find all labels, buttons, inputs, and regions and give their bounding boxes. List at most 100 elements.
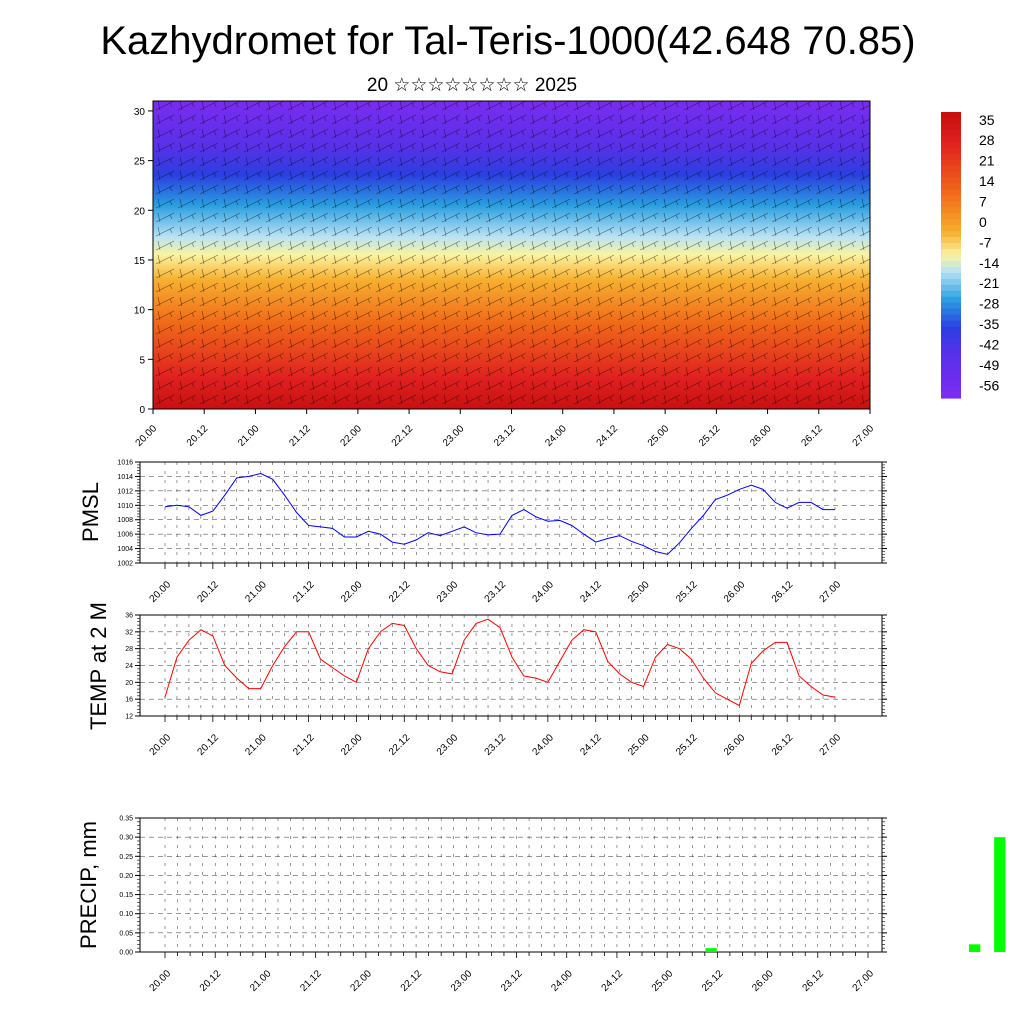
colorbar-cell (941, 219, 961, 226)
colorbar-cell (941, 117, 961, 125)
colorbar-tick-label: -21 (979, 275, 999, 291)
colorbar-cell (941, 278, 961, 286)
colorbar-cell (941, 237, 961, 244)
precip-x-tick-label: 26.00 (750, 968, 776, 994)
colorbar-cell (941, 284, 961, 292)
colorbar-cell (941, 374, 961, 381)
colorbar-cell (941, 290, 961, 298)
colorbar-cell (941, 368, 961, 375)
precip-x-tick-label: 20.00 (148, 968, 174, 994)
cross-section-panel: 0 5 10 15 20 25 30 20.00 20.12 21.00 21.12 22.00 22… (134, 100, 876, 449)
temp-x-tick-label: 20.12 (196, 732, 222, 758)
wind-barbs-overlay (153, 101, 870, 409)
colorbar-cell (941, 296, 961, 304)
precip-y-tick-label: 0.35 (119, 816, 133, 823)
colorbar-cell (941, 225, 961, 232)
precip-x-axis: 20.00 20.12 21.00 21.12 22.00 22.12 23.00 23.12… (148, 968, 877, 994)
colorbar-cell (941, 362, 961, 369)
pmsl-frame (139, 461, 883, 564)
colorbar-cell (941, 320, 961, 328)
colorbar-cell (941, 332, 961, 340)
pmsl-grid (140, 461, 882, 569)
pmsl-x-tick-label: 27.00 (818, 579, 844, 605)
colorbar-tick-label: 7 (979, 193, 987, 209)
page-subtitle: 20 ☆☆☆☆☆☆☆☆ 2025 (367, 75, 577, 96)
colorbar-cell (941, 123, 961, 131)
temp-x-tick-label: 21.00 (243, 732, 269, 758)
pmsl-y-tick-label: 1010 (117, 503, 133, 510)
precip-x-tick-label: 24.00 (549, 968, 575, 994)
precip-x-tick-label: 23.12 (499, 968, 525, 994)
colorbar-cell (941, 153, 961, 161)
precip-x-tick-label: 26.12 (800, 968, 826, 994)
precip-x-tick-label: 24.12 (600, 968, 626, 994)
temp-x-tick-label: 25.12 (674, 732, 700, 758)
pmsl-x-tick-label: 24.12 (578, 579, 604, 605)
colorbar-cell (941, 171, 961, 179)
cross-section-x-tick-label: 20.00 (134, 423, 160, 449)
pmsl-y-axis: 1002 1004 1006 1008 1010 1012 1014 1016 (117, 460, 887, 568)
colorbar-cell (941, 231, 961, 238)
pmsl-x-axis: 20.00 20.12 21.00 21.12 22.00 22.12 23.00 23.12… (148, 579, 844, 605)
temp-x-tick-label: 20.00 (148, 732, 174, 758)
cross-section-x-tick-label: 22.12 (390, 423, 416, 449)
cross-section-y-tick-label: 10 (134, 306, 146, 317)
precip-x-tick-label: 21.00 (248, 968, 274, 994)
pmsl-x-tick-label: 21.00 (243, 579, 269, 605)
precip-y-tick-label: 0.20 (119, 873, 133, 880)
colorbar-tick-label: -56 (979, 377, 999, 393)
temp-x-tick-label: 22.12 (387, 732, 413, 758)
temp-y-tick-label: 24 (125, 663, 133, 670)
cross-section-x-axis: 20.00 20.12 21.00 21.12 22.00 22.12 23.00 23.12… (134, 409, 876, 449)
pmsl-series-line (164, 472, 835, 555)
precip-grid (140, 817, 882, 958)
colorbar-cell (941, 195, 961, 202)
colorbar-cell (941, 344, 961, 351)
pmsl-y-tick-label: 1012 (117, 488, 133, 495)
precip-x-tick-label: 21.12 (298, 968, 324, 994)
pmsl-x-tick-label: 22.00 (339, 579, 365, 605)
colorbar-cell (941, 141, 961, 149)
pmsl-x-tick-label: 23.12 (483, 579, 509, 605)
temp-panel: 12 16 20 24 28 32 36 20.00 20.12 21.00 21.12 22.00… (86, 602, 887, 758)
precip-y-tick-label: 0.15 (119, 892, 133, 899)
colorbar-cell (941, 243, 961, 250)
colorbar-cell (941, 135, 961, 143)
colorbar-tick-label: -42 (979, 336, 999, 352)
colorbar-cells (941, 112, 961, 399)
colorbar-cell (941, 183, 961, 191)
cross-section-x-tick-label: 23.00 (441, 423, 467, 449)
cross-section-y-tick-label: 30 (134, 107, 146, 118)
colorbar-tick-label: -28 (979, 296, 999, 312)
colorbar-tick-label: 0 (979, 214, 987, 230)
pmsl-x-tick-label: 20.00 (148, 579, 174, 605)
cross-section-x-tick-label: 26.12 (799, 423, 825, 449)
precip-x-tick-label: 20.12 (198, 968, 224, 994)
temp-y-tick-label: 12 (125, 714, 133, 721)
cross-section-x-tick-label: 20.12 (185, 423, 211, 449)
cross-section-x-tick-label: 23.12 (492, 423, 518, 449)
colorbar-tick-label: -14 (979, 255, 999, 271)
pmsl-x-tick-label: 22.12 (387, 579, 413, 605)
colorbar-cell (941, 112, 961, 119)
precip-frame (139, 817, 883, 953)
pmsl-x-tick-label: 20.12 (196, 579, 222, 605)
temp-y-tick-label: 32 (125, 629, 133, 636)
pmsl-x-tick-label: 24.00 (531, 579, 557, 605)
precip-x-tick-label: 22.12 (399, 968, 425, 994)
pmsl-x-tick-label: 26.00 (722, 579, 748, 605)
colorbar-cell (941, 165, 961, 173)
cross-section-x-tick-label: 25.12 (697, 423, 723, 449)
precip-bars (705, 837, 1006, 952)
precip-x-tick-label: 23.00 (449, 968, 475, 994)
colorbar-cell (941, 255, 961, 262)
colorbar-cell (941, 380, 961, 387)
pmsl-x-tick-label: 25.00 (626, 579, 652, 605)
colorbar-tick-labels: 35 28 21 14 7 0 -7 -14 -21 -28 -35 -42 -49 -56 (979, 112, 999, 394)
colorbar-cell (941, 147, 961, 155)
cross-section-y-axis: 0 5 10 15 20 25 30 (134, 107, 153, 416)
colorbar-cell (941, 356, 961, 363)
precip-y-tick-label: 0.25 (119, 854, 133, 861)
colorbar-cell (941, 272, 961, 280)
